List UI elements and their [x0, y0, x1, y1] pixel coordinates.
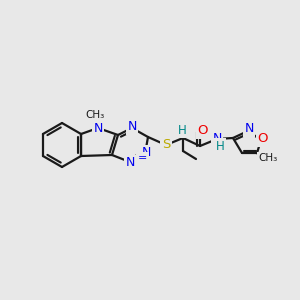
Text: =: =: [138, 153, 147, 163]
Text: O: O: [198, 124, 208, 137]
Text: N: N: [212, 131, 222, 145]
Text: O: O: [258, 133, 268, 146]
Text: H: H: [216, 140, 224, 152]
Text: CH₃: CH₃: [258, 153, 278, 163]
Text: H: H: [178, 124, 186, 136]
Text: N: N: [127, 121, 137, 134]
Text: CH₃: CH₃: [85, 110, 105, 120]
Text: S: S: [162, 137, 170, 151]
Text: N: N: [93, 122, 103, 134]
Text: N: N: [141, 146, 151, 160]
Text: N: N: [125, 157, 135, 169]
Text: N: N: [244, 122, 254, 136]
